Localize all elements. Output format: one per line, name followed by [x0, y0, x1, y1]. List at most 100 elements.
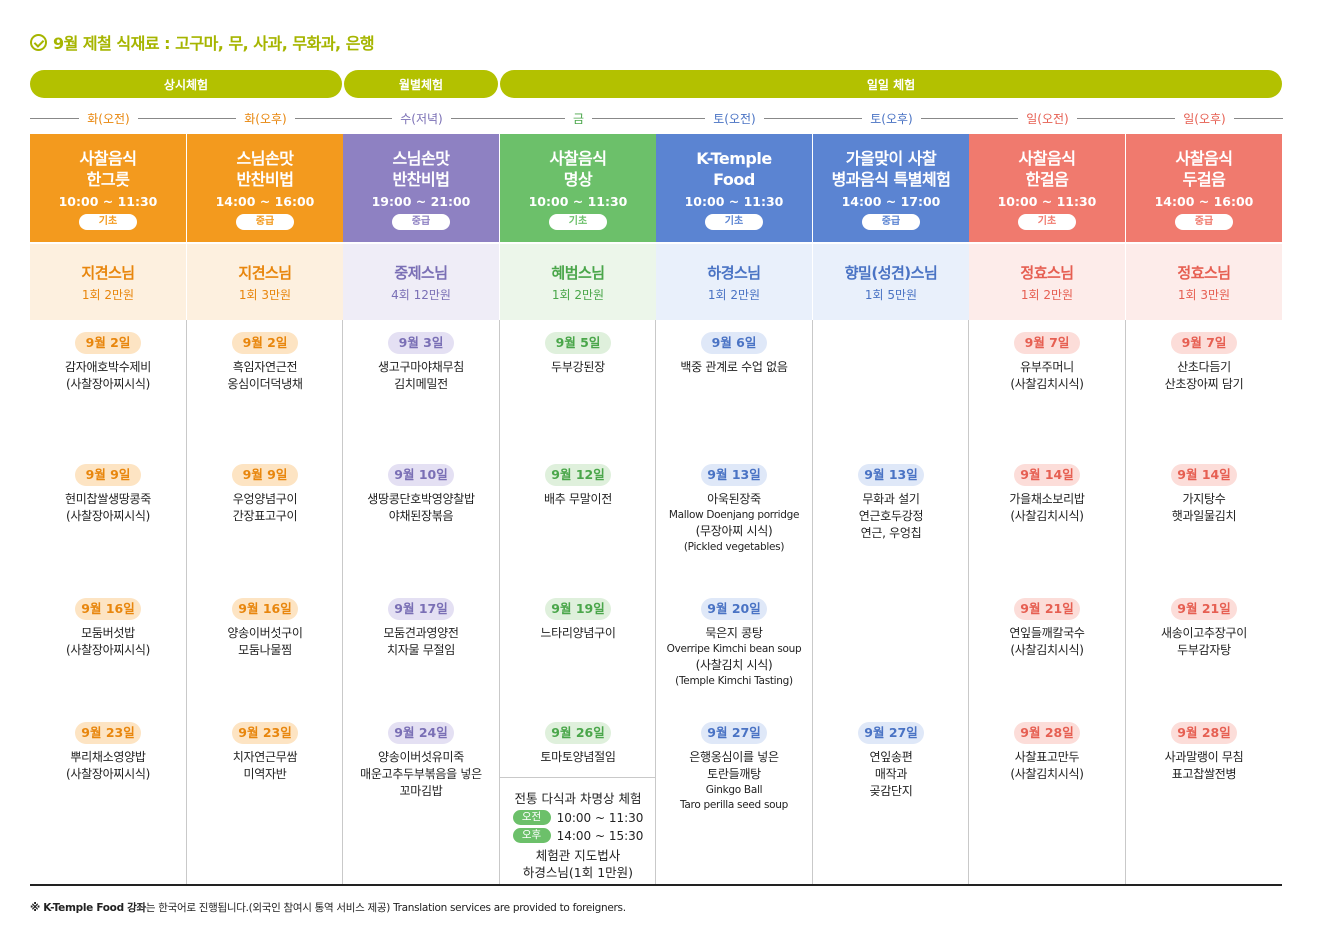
session: 9월 6일 백중 관계로 수업 없음 — [656, 332, 812, 376]
class-column: 사찰음식 한그릇 10:00 ~ 11:30 기초 지견스님 1회 2만원 9월… — [30, 134, 186, 885]
session: 9월 19일 느타리양념구이 — [500, 598, 656, 642]
menu-tasting: (사찰김치 시식) — [695, 658, 773, 672]
menu-item: 느타리양념구이 — [540, 626, 616, 640]
column-divider — [342, 320, 343, 885]
menu-item: 새송이고추장구이 두부감자탕 — [1161, 626, 1247, 657]
session: 9월 16일 모둠버섯밥 (사찰장아찌시식) — [30, 598, 186, 659]
teacher-fee: 1회 5만원 — [864, 288, 918, 302]
date-pill: 9월 7일 — [1014, 332, 1080, 354]
column-divider — [655, 320, 656, 885]
menu-item: 우엉양념구이 간장표고구이 — [232, 492, 298, 523]
menu-item: 뿌리채소영양밥 (사찰장아찌시식) — [66, 750, 150, 781]
day-label: 일(오후) — [1175, 109, 1234, 127]
level-badge: 기초 — [79, 214, 137, 230]
date-pill: 9월 7일 — [1171, 332, 1237, 354]
pm-badge: 오후 — [512, 828, 551, 843]
session: 9월 5일 두부강된장 — [500, 332, 656, 376]
session: 9월 23일 치자연근무쌈 미역자반 — [187, 722, 343, 783]
teacher-fee: 1회 3만원 — [1177, 288, 1231, 302]
day-label: 토(오후) — [862, 109, 921, 127]
session: 9월 12일 배추 무말이전 — [500, 464, 656, 508]
class-title: 사찰음식 명상 — [549, 149, 607, 189]
date-pill: 9월 3일 — [388, 332, 454, 354]
menu-item: 현미찹쌀생땅콩죽 (사찰장아찌시식) — [65, 492, 151, 523]
date-pill: 9월 17일 — [388, 598, 454, 620]
class-column: 스님손맛 반찬비법 19:00 ~ 21:00 중급 중제스님 4회 12만원 … — [343, 134, 499, 885]
menu-item: 사찰표고만두 (사찰김치시식) — [1010, 750, 1084, 781]
class-column: 사찰음식 명상 10:00 ~ 11:30 기초 혜범스님 1회 2만원 9월 … — [500, 134, 656, 885]
class-column: 가을맞이 사찰 병과음식 특별체험 14:00 ~ 17:00 중급 향밀(성견… — [813, 134, 969, 885]
class-title: 사찰음식 한그릇 — [79, 149, 137, 189]
class-title: 사찰음식 두걸음 — [1175, 149, 1233, 189]
date-pill: 9월 2일 — [232, 332, 298, 354]
date-pill: 9월 21일 — [1014, 598, 1080, 620]
date-pill: 9월 27일 — [858, 722, 924, 744]
class-title: K-Temple Food — [696, 149, 772, 189]
day-cell: 수(저녁) — [343, 108, 500, 128]
day-label: 금 — [564, 109, 593, 127]
menu-item: 은행옹심이를 넣은 토란들깨탕 — [689, 750, 779, 781]
teacher-name: 지견스님 — [81, 264, 135, 282]
menu-item: 토마토양념절임 — [540, 750, 616, 764]
teacher-info: 지견스님 1회 2만원 — [30, 244, 186, 320]
date-pill: 9월 26일 — [545, 722, 611, 744]
day-row: 화(오전) 화(오후) 수(저녁) 금 토(오전) 토(오후) 일(오전) 일(오후) — [30, 108, 1283, 128]
date-pill: 9월 28일 — [1171, 722, 1237, 744]
menu-item: 아욱된장죽 — [707, 492, 761, 506]
tea-pm-row: 오후 14:00 ~ 15:30 — [500, 828, 656, 843]
date-pill: 9월 24일 — [388, 722, 454, 744]
class-time: 10:00 ~ 11:30 — [997, 194, 1097, 209]
session: 9월 3일 생고구마야채무침 김치메밀전 — [343, 332, 499, 393]
level-badge: 기초 — [549, 214, 607, 230]
teacher-name: 향밀(성견)스님 — [844, 264, 938, 282]
menu-english: Overripe Kimchi bean soup — [666, 643, 802, 655]
page-title: 9월 제철 식재료 : 고구마, 무, 사과, 무화과, 은행 — [30, 30, 375, 54]
teacher-name: 중제스님 — [394, 264, 448, 282]
session: 9월 2일 흑임자연근전 옹심이더덕냉채 — [187, 332, 343, 393]
session: 9월 9일 현미찹쌀생땅콩죽 (사찰장아찌시식) — [30, 464, 186, 525]
menu-item: 생땅콩단호박영양찰밥 야채된장볶음 — [367, 492, 475, 523]
date-pill: 9월 6일 — [701, 332, 767, 354]
menu-item: 모둠버섯밥 (사찰장아찌시식) — [66, 626, 150, 657]
session: 9월 24일 양송이버섯유미죽 매운고추두부볶음을 넣은 꼬마김밥 — [343, 722, 499, 800]
class-header: 사찰음식 한그릇 10:00 ~ 11:30 기초 — [30, 134, 186, 242]
level-badge: 중급 — [1175, 214, 1233, 230]
level-badge: 기초 — [1018, 214, 1076, 230]
column-divider — [499, 320, 500, 885]
session: 9월 23일 뿌리채소영양밥 (사찰장아찌시식) — [30, 722, 186, 783]
day-label: 토(오전) — [705, 109, 764, 127]
day-cell: 화(오후) — [187, 108, 344, 128]
class-header: 사찰음식 한걸음 10:00 ~ 11:30 기초 — [969, 134, 1125, 242]
tea-meditation-box: 전통 다식과 차명상 체험 오전 10:00 ~ 11:30 오후 14:00 ~ … — [500, 777, 656, 885]
session: 9월 26일 토마토양념절임 — [500, 722, 656, 766]
teacher-name: 지견스님 — [238, 264, 292, 282]
group-regular: 상시체험 — [30, 70, 342, 98]
session: 9월 21일 연잎들깨칼국수 (사찰김치시식) — [969, 598, 1125, 659]
menu-tasting: (무장아찌 시식) — [695, 524, 773, 538]
class-header: 가을맞이 사찰 병과음식 특별체험 14:00 ~ 17:00 중급 — [813, 134, 969, 242]
tea-title: 전통 다식과 차명상 체험 — [514, 791, 642, 806]
class-time: 10:00 ~ 11:30 — [58, 194, 158, 209]
date-pill: 9월 23일 — [232, 722, 298, 744]
day-label: 화(오후) — [236, 109, 295, 127]
class-title: 가을맞이 사찰 병과음식 특별체험 — [831, 149, 951, 189]
menu-item: 산초다듬기 산초장아찌 담기 — [1164, 360, 1244, 391]
teacher-info: 하경스님 1회 2만원 — [656, 244, 812, 320]
menu-tasting-english: (Temple Kimchi Tasting) — [675, 675, 793, 687]
class-column: K-Temple Food 10:00 ~ 11:30 기초 하경스님 1회 2… — [656, 134, 812, 885]
menu-item: 무화과 설기 연근호두강정 연근, 우엉칩 — [858, 492, 924, 540]
menu-item: 사과말랭이 무침 표고찹쌀전병 — [1164, 750, 1244, 781]
date-pill: 9월 14일 — [1014, 464, 1080, 486]
teacher-info: 정효스님 1회 3만원 — [1126, 244, 1282, 320]
teacher-info: 혜범스님 1회 2만원 — [500, 244, 656, 320]
day-label: 화(오전) — [79, 109, 138, 127]
menu-english: Mallow Doenjang porridge — [668, 509, 800, 521]
day-cell: 일(오후) — [1126, 108, 1283, 128]
day-cell: 금 — [500, 108, 657, 128]
group-monthly: 월별체험 — [344, 70, 498, 98]
menu-item: 두부강된장 — [551, 360, 605, 374]
menu-item: 묵은지 콩탕 — [705, 626, 763, 640]
teacher-name: 하경스님 — [707, 264, 761, 282]
session: 9월 10일 생땅콩단호박영양찰밥 야채된장볶음 — [343, 464, 499, 525]
class-time: 19:00 ~ 21:00 — [371, 194, 471, 209]
